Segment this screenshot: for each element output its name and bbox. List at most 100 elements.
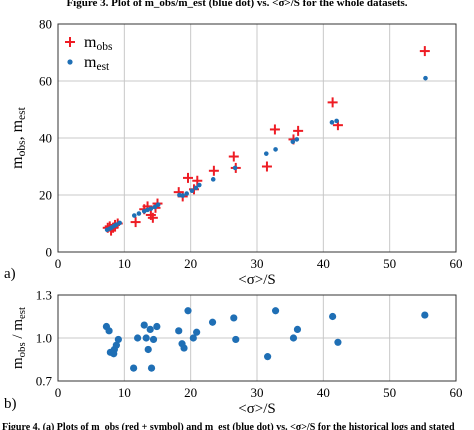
panel-b-y-axis-label: mobs​ / mest​	[10, 307, 28, 369]
y-tick-label: 0	[46, 245, 53, 260]
est-dot-marker	[334, 118, 339, 124]
y-tick-label: 60	[39, 74, 52, 89]
figure-header-caption: Figure 3. Plot of m_obs/m_est (blue dot)…	[66, 0, 407, 9]
est-dot-marker	[263, 151, 269, 156]
panel-a-y-axis-label: mobs​, mest​	[9, 106, 28, 168]
panel-a-label: a)	[4, 266, 16, 282]
figure-footer-caption: Figure 4. (a) Plots of m_obs (red + symb…	[2, 422, 455, 430]
ratio-dot-marker	[114, 335, 122, 344]
ratio-dot-marker	[189, 334, 197, 342]
panel-a-tick-labels: 0 10 20 30 40 50 60 0 20 40 60 80	[39, 17, 463, 272]
ratio-dot-marker	[146, 325, 154, 333]
ratio-dot-marker	[134, 334, 142, 342]
est-dot-marker	[210, 177, 216, 182]
panel-a-points	[102, 46, 430, 236]
est-dot-marker	[232, 165, 238, 171]
est-dot-marker	[189, 188, 195, 194]
x-tick-label: 50	[383, 385, 396, 400]
est-dot-marker	[148, 206, 154, 211]
x-tick-label: 50	[383, 256, 396, 271]
x-tick-label: 20	[184, 385, 197, 400]
ratio-dot-marker	[147, 364, 156, 372]
ratio-dot-marker	[130, 364, 138, 372]
est-dot-marker	[294, 137, 300, 142]
ratio-dot-marker	[193, 328, 201, 336]
panel-b: 0 10 20 30 40 50 60 0.7 1.0 1.3 <σ>/S mobs​ / mes…	[4, 288, 463, 418]
obs-plus-marker	[208, 165, 219, 176]
est-dot-marker	[196, 182, 202, 188]
x-tick-label: 10	[118, 385, 131, 400]
est-dot-marker	[193, 185, 199, 191]
x-tick-label: 40	[317, 256, 330, 271]
y-tick-label: 20	[39, 188, 52, 203]
legend-label: mobs​	[84, 34, 113, 53]
ratio-dot-marker	[112, 341, 120, 349]
x-axis-label-text: <σ>/S	[238, 272, 276, 288]
x-tick-label: 20	[184, 256, 197, 271]
x-tick-label: 30	[251, 385, 264, 400]
panel-b-label: b)	[4, 396, 17, 412]
ratio-dot-marker	[232, 335, 240, 344]
y-axis-label-text: mobs​ / mest​	[10, 307, 28, 369]
y-axis-label-text: mobs​, mest​	[9, 106, 28, 168]
obs-plus-marker	[293, 125, 304, 136]
obs-plus-marker	[327, 97, 338, 108]
ratio-dot-marker	[140, 321, 148, 329]
est-dot-marker	[131, 213, 137, 218]
obs-plus-marker	[261, 161, 272, 172]
ratio-dot-marker	[230, 314, 238, 322]
ratio-dot-marker	[289, 334, 298, 342]
est-dot-marker	[290, 139, 296, 145]
panel-a-frame	[57, 23, 457, 253]
y-tick-label: 1.3	[36, 288, 52, 303]
x-tick-label: 40	[317, 385, 330, 400]
y-tick-label: 80	[39, 17, 52, 32]
obs-plus-marker	[183, 172, 194, 183]
panel-b-tick-labels: 0 10 20 30 40 50 60 0.7 1.0 1.3	[36, 288, 463, 401]
panel-a-grid	[57, 23, 457, 253]
ratio-dot-marker	[142, 334, 150, 342]
legend-label: mest​	[84, 54, 110, 73]
ratio-dot-marker	[149, 335, 158, 344]
est-dot-marker	[184, 191, 189, 196]
ratio-dot-marker	[264, 353, 272, 361]
y-tick-label: 1.0	[36, 331, 52, 346]
y-tick-label: 40	[39, 131, 52, 146]
x-tick-label: 0	[55, 256, 62, 271]
ratio-dot-marker	[271, 307, 280, 315]
ratio-dot-marker	[421, 311, 429, 319]
x-tick-label: 60	[450, 385, 463, 400]
legend-item-m-obs: mobs​	[65, 34, 113, 53]
obs-plus-marker	[130, 217, 141, 228]
x-tick-label: 30	[251, 256, 264, 271]
panel-b-x-axis-label: <σ>/S	[238, 401, 276, 417]
panel-a-legend: mobs​mest​	[65, 34, 113, 73]
ratio-dot-marker	[293, 325, 302, 333]
obs-plus-marker	[269, 124, 280, 135]
legend-item-m-est: mest​	[67, 54, 110, 73]
y-tick-label: 0.7	[36, 374, 53, 389]
x-axis-label-text: <σ>/S	[238, 401, 276, 417]
est-dot-marker	[155, 202, 161, 207]
est-dot-marker	[152, 204, 158, 210]
obs-plus-marker	[228, 151, 239, 162]
est-dot-marker	[180, 193, 186, 198]
obs-plus-marker	[147, 212, 158, 223]
ratio-dot-marker	[105, 327, 113, 335]
est-dot-marker	[136, 211, 142, 216]
ratio-dot-marker	[334, 338, 342, 346]
est-dot-marker	[273, 147, 278, 152]
x-tick-label: 0	[55, 385, 62, 400]
ratio-dot-marker	[144, 345, 152, 354]
ratio-dot-marker	[180, 344, 188, 352]
est-dot-marker	[117, 220, 122, 226]
ratio-dot-marker	[184, 307, 192, 315]
panel-b-frame	[57, 294, 457, 382]
x-tick-label: 60	[450, 256, 463, 271]
ratio-dot-marker	[175, 327, 183, 335]
ratio-dot-marker	[208, 318, 217, 326]
est-dot-marker	[329, 120, 335, 125]
est-dot-marker	[423, 75, 428, 81]
panel-a-x-axis-label: <σ>/S	[238, 272, 276, 288]
